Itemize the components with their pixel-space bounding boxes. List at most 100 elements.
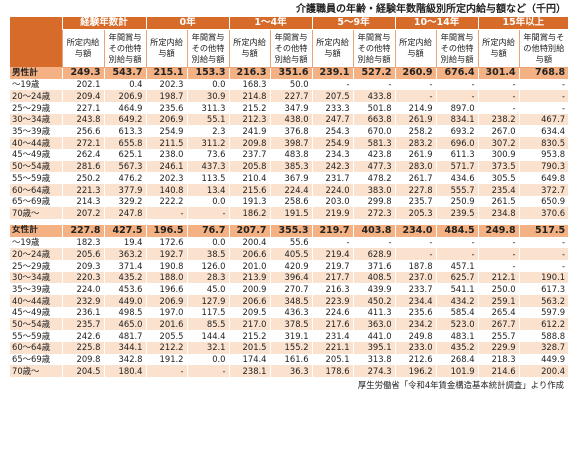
table-cell: 172.6 <box>145 236 188 249</box>
table-cell: 73.6 <box>186 148 230 161</box>
table-cell: - <box>518 78 569 91</box>
table-cell: 348.5 <box>269 295 313 307</box>
table-cell: - <box>435 78 479 91</box>
row-label: 女性計 <box>10 224 62 237</box>
table-cell: 328.7 <box>518 341 569 354</box>
group-header: 1〜4年 <box>228 17 313 30</box>
table-cell: 319.1 <box>269 330 313 342</box>
table-cell: 628.9 <box>352 248 396 260</box>
table-cell: 650.9 <box>518 195 569 208</box>
subheader-bonus: 年間賞与その他特別給与額 <box>352 29 396 68</box>
subheader-bonus: 年間賞与その他特別給与額 <box>186 29 230 68</box>
subheader-base-salary: 所定内給与額 <box>145 29 188 68</box>
table-cell: 261.7 <box>394 172 437 184</box>
table-cell: 256.6 <box>61 125 104 138</box>
table-row: 25〜29歳 227.1 464.9 235.6 311.3 215.2 347.9 233.… <box>10 102 569 114</box>
table-cell: 347.9 <box>269 102 313 114</box>
table-cell: 206.9 <box>145 295 188 307</box>
table-cell: 355.3 <box>269 224 313 237</box>
source-note: 厚生労働省「令和4年賃金構造基本統計調査」より作成 <box>357 379 564 390</box>
table-cell: 563.2 <box>518 295 569 307</box>
table-cell: 215.2 <box>228 102 271 114</box>
table-cell: 207.2 <box>61 207 104 219</box>
table-cell: 768.8 <box>518 67 569 79</box>
table-cell: 28.3 <box>186 271 230 284</box>
table-cell: 395.1 <box>352 341 396 354</box>
table-cell: 449.9 <box>518 353 569 366</box>
table-cell: 217.6 <box>311 318 354 331</box>
table-cell: 224.6 <box>311 306 354 319</box>
table-cell: 370.6 <box>518 207 569 219</box>
table-cell: 313.8 <box>352 353 396 366</box>
table-cell: 234.0 <box>394 224 437 237</box>
table-cell: 541.1 <box>435 283 479 296</box>
row-label: 40〜44歳 <box>10 295 62 307</box>
subheader-bonus: 年間賞与その他特別給与額 <box>518 29 569 68</box>
table-cell: 238.1 <box>228 365 271 377</box>
table-cell: 270.7 <box>269 283 313 296</box>
table-cell: 450.2 <box>352 295 396 307</box>
table-cell: 233.7 <box>394 283 437 296</box>
table-cell: 411.3 <box>352 306 396 319</box>
table-cell: 611.3 <box>435 148 479 161</box>
table-cell: 438.0 <box>269 113 313 126</box>
table-cell: - <box>477 260 520 272</box>
group-header: 5〜9年 <box>311 17 396 30</box>
table-row: 60〜64歳 221.3 377.9 140.8 13.4 215.6 224.4 224.0… <box>10 183 569 196</box>
table-cell: 0.0 <box>186 353 230 366</box>
subheader-base-salary: 所定内給与額 <box>311 29 354 68</box>
table-cell: - <box>435 236 479 249</box>
section-spacer <box>10 218 569 225</box>
table-cell: 299.8 <box>352 195 396 208</box>
table-cell: 213.9 <box>228 271 271 284</box>
table-row: 40〜44歳 232.9 449.0 206.9 127.9 206.6 348.5 223.… <box>10 295 569 307</box>
table-cell: 376.8 <box>269 125 313 138</box>
table-cell: 215.1 <box>145 67 188 79</box>
table-cell: 311.3 <box>186 102 230 114</box>
table-cell: 202.3 <box>145 172 188 184</box>
table-header: 経験年数計 0年 1〜4年 5〜9年 10〜14年 15年以上 所定内給与額 年間賞与その他… <box>10 17 569 68</box>
table-cell: 258.6 <box>269 195 313 208</box>
table-cell: 435.2 <box>103 271 147 284</box>
table-cell: 0.0 <box>186 78 230 91</box>
table-cell: 190.8 <box>145 260 188 272</box>
table-cell: 408.5 <box>352 271 396 284</box>
table-cell: 441.0 <box>352 330 396 342</box>
row-label: 45〜49歳 <box>10 148 62 161</box>
row-label: 男性計 <box>10 67 62 79</box>
table-cell: 634.4 <box>518 125 569 138</box>
row-label: 35〜39歳 <box>10 125 62 138</box>
table-cell: 476.2 <box>103 172 147 184</box>
table-cell: 398.7 <box>269 137 313 149</box>
row-label: 70歳〜 <box>10 207 62 219</box>
table-cell: 249.8 <box>477 224 520 237</box>
table-cell: 0.0 <box>186 236 230 249</box>
table-cell: 527.2 <box>352 67 396 79</box>
table-cell: 200.4 <box>518 365 569 377</box>
table-cell: 190.1 <box>518 271 569 284</box>
table-cell: 227.8 <box>394 183 437 196</box>
table-cell: 372.7 <box>518 183 569 196</box>
table-cell: 344.1 <box>103 341 147 354</box>
table-cell: 45.0 <box>186 283 230 296</box>
table-cell: 202.1 <box>61 78 104 91</box>
table-cell: 478.2 <box>352 172 396 184</box>
total-row: 男性計 249.3 543.7 215.1 153.3 216.3 351.6 239.1 52… <box>10 67 569 79</box>
table-cell: 953.8 <box>518 148 569 161</box>
table-cell: 224.0 <box>311 183 354 196</box>
table-cell: 467.7 <box>518 113 569 126</box>
row-label: 55〜59歳 <box>10 330 62 342</box>
table-cell: 449.0 <box>103 295 147 307</box>
table-cell: 300.9 <box>477 148 520 161</box>
table-cell: 254.9 <box>145 125 188 138</box>
table-cell: 649.8 <box>518 172 569 184</box>
subheader-base-salary: 所定内給与額 <box>394 29 437 68</box>
table-cell: 247.7 <box>311 113 354 126</box>
table-row: 55〜59歳 242.6 481.7 205.5 144.4 215.2 319.1 231.… <box>10 330 569 342</box>
table-cell: 206.9 <box>103 90 147 103</box>
table-cell: 76.7 <box>186 224 230 237</box>
table-cell: 234.3 <box>311 148 354 161</box>
table-cell: 371.6 <box>352 260 396 272</box>
table-cell: 196.2 <box>394 365 437 377</box>
row-label: 50〜54歳 <box>10 160 62 173</box>
